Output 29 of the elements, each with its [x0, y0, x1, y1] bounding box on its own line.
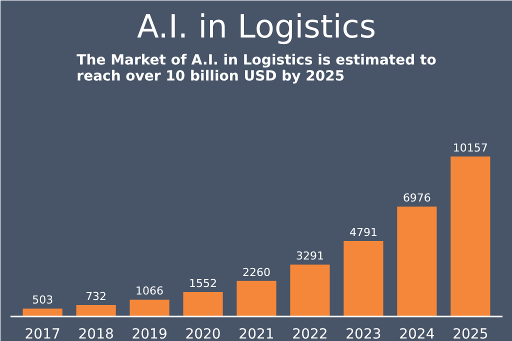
data-label: 1552 [189, 277, 218, 290]
chart-title: A.I. in Logistics [136, 8, 376, 46]
data-label: 6976 [402, 192, 431, 205]
data-label: 4791 [349, 226, 378, 240]
bar [290, 264, 330, 316]
data-label: 10157 [452, 142, 488, 154]
bar [397, 206, 437, 316]
x-tick-label: 2017 [24, 326, 60, 341]
x-tick-label: 2019 [132, 326, 168, 341]
x-tick-label: 2023 [346, 326, 382, 341]
bar [236, 280, 276, 316]
x-tick-label: 2020 [185, 326, 221, 341]
x-tick-label: 2024 [399, 326, 435, 341]
bar [450, 156, 490, 316]
bar [22, 308, 62, 316]
x-tick-label: 2021 [238, 326, 274, 341]
bar [344, 241, 384, 316]
x-tick-label: 2018 [78, 326, 114, 341]
data-label: 732 [86, 290, 107, 303]
data-label: 503 [32, 294, 54, 307]
data-label: 1066 [136, 284, 164, 298]
x-tick-label: 2025 [452, 326, 488, 341]
data-label: 3291 [296, 250, 324, 263]
data-label: 2260 [242, 266, 271, 279]
bar [76, 304, 116, 316]
bar [183, 292, 223, 316]
chart-subtitle: The Market of A.I. in Logistics is estimated to reach over 10 billion USD by 2025 [76, 52, 437, 84]
x-tick-label: 2022 [292, 326, 328, 341]
bar [130, 300, 170, 316]
